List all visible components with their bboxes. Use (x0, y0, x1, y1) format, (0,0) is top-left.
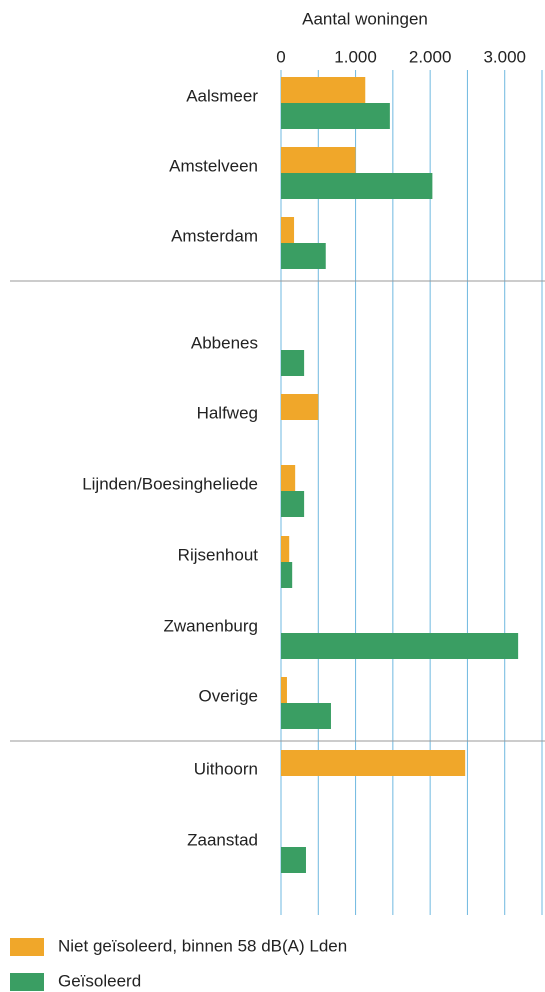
legend-swatch (10, 938, 44, 956)
category-label: Uithoorn (194, 759, 258, 778)
bar (281, 103, 390, 129)
bar (281, 243, 326, 269)
bar (281, 536, 290, 562)
legend-swatch (10, 973, 44, 991)
bar (281, 77, 366, 103)
x-tick-label: 1.000 (334, 47, 377, 66)
category-label: Amsterdam (171, 226, 258, 245)
x-tick-label: 2.000 (409, 47, 452, 66)
category-label: Aalsmeer (186, 86, 258, 105)
bar (281, 562, 293, 588)
category-label: Amstelveen (169, 156, 258, 175)
category-label: Zwanenburg (163, 616, 258, 635)
category-label: Rijsenhout (178, 545, 259, 564)
bar (281, 677, 287, 703)
bar (281, 217, 295, 243)
bar (281, 147, 356, 173)
bar (281, 750, 466, 776)
bar (281, 173, 433, 199)
legend-label: Geïsoleerd (58, 971, 141, 990)
bar (281, 394, 319, 420)
category-label: Overige (198, 686, 258, 705)
x-tick-label: 3.000 (483, 47, 526, 66)
category-label: Zaanstad (187, 830, 258, 849)
axis-title: Aantal woningen (302, 9, 428, 28)
x-tick-label: 0 (276, 47, 285, 66)
bar (281, 633, 519, 659)
bar (281, 703, 331, 729)
category-label: Abbenes (191, 333, 258, 352)
category-label: Lijnden/Boesingheliede (82, 474, 258, 493)
bar (281, 465, 296, 491)
bar (281, 491, 305, 517)
bar (281, 847, 306, 873)
bar (281, 350, 305, 376)
category-label: Halfweg (197, 403, 258, 422)
legend-label: Niet geïsoleerd, binnen 58 dB(A) Lden (58, 936, 347, 955)
